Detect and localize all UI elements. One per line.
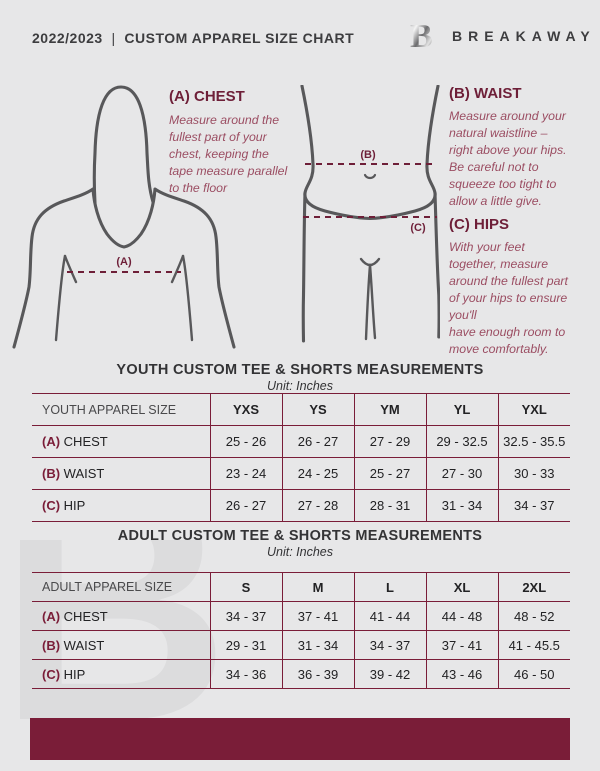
svg-text:(A): (A) — [116, 256, 132, 268]
svg-text:(B): (B) — [360, 149, 376, 161]
svg-text:(C): (C) — [410, 222, 426, 234]
svg-text:B: B — [410, 18, 433, 54]
